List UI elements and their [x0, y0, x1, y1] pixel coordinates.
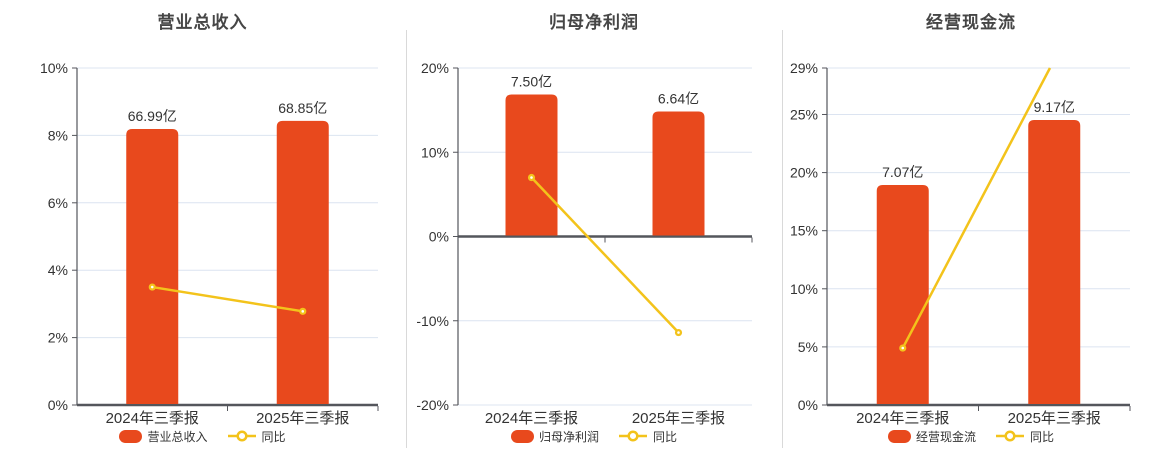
- y-tick-label: 0%: [48, 397, 68, 413]
- legend-line-label: 同比: [261, 429, 286, 444]
- y-tick-label: -10%: [416, 313, 449, 329]
- x-axis-label: 2024年三季报: [484, 410, 579, 427]
- bar-value-label: 7.50亿: [511, 74, 552, 90]
- legend-item-bar[interactable]: 营业总收入: [119, 428, 208, 445]
- bar-2025年三季报[interactable]: [276, 120, 329, 404]
- bar-legend-swatch: [887, 429, 911, 443]
- legend-bar-label: 经营现金流: [915, 429, 976, 444]
- bar-value-label: 66.99亿: [128, 108, 177, 124]
- y-tick-label: -20%: [416, 397, 449, 413]
- y-tick-label: 5%: [798, 339, 818, 355]
- legend-item-line[interactable]: 同比: [227, 428, 286, 445]
- y-tick-label: 29%: [790, 60, 818, 76]
- y-tick-label: 10%: [421, 144, 449, 160]
- panel-operating-cashflow: 经营现金流 29% 25% 20% 15% 10% 5% 0% 7.07亿 9.17亿 2024…: [782, 0, 1160, 450]
- bar-value-label: 9.17亿: [1034, 99, 1075, 115]
- chart-title: 营业总收入: [157, 13, 248, 32]
- legend-item-line[interactable]: 同比: [618, 428, 677, 445]
- bar-value-label: 68.85亿: [278, 100, 327, 116]
- y-tick-label: 10%: [40, 60, 68, 76]
- yoy-point-marker-center: [901, 346, 905, 350]
- yoy-point-marker-center: [677, 331, 680, 334]
- bar-2025年三季报[interactable]: [1028, 119, 1081, 404]
- legend: 营业总收入 同比: [0, 426, 405, 446]
- bar-legend-swatch: [119, 429, 143, 443]
- panel-net-profit: 归母净利润 20% 10% 0% -10% -20% 7.50亿 6.64亿 2024年三季…: [406, 0, 782, 450]
- yoy-point-marker-center: [301, 310, 305, 313]
- x-axis-label: 2025年三季报: [256, 410, 350, 427]
- bar-value-label: 6.64亿: [658, 90, 699, 106]
- yoy-point-marker-center: [150, 285, 154, 289]
- net-profit-plot: 20% 10% 0% -10% -20% 7.50亿 6.64亿: [416, 60, 753, 413]
- bar-2024年三季报[interactable]: [126, 128, 179, 404]
- line-legend-icon: [227, 430, 256, 442]
- panel-operating-revenue: 营业总收入 10% 8% 6% 4% 2% 0% 66.99亿 68.85亿 2024年三季报…: [0, 0, 405, 450]
- y-tick-label: 0%: [429, 229, 449, 245]
- y-tick-label: 20%: [790, 165, 818, 181]
- legend-line-label: 同比: [1030, 429, 1055, 444]
- legend-bar-label: 营业总收入: [147, 429, 208, 444]
- y-tick-label: 4%: [48, 262, 68, 278]
- y-tick-label: 25%: [790, 106, 818, 122]
- x-axis-label: 2025年三季报: [631, 410, 726, 427]
- y-tick-label: 15%: [790, 223, 818, 239]
- bar-value-label: 7.07亿: [882, 164, 923, 180]
- chart-title: 归母净利润: [549, 13, 639, 32]
- panel-divider: [406, 30, 407, 448]
- line-legend-icon: [996, 430, 1024, 442]
- yoy-line: [152, 285, 303, 313]
- x-axis-label: 2025年三季报: [1007, 410, 1101, 427]
- yoy-line: [530, 176, 680, 334]
- legend: 经营现金流 同比: [782, 426, 1160, 446]
- y-tick-label: 6%: [48, 195, 68, 211]
- yoy-point-marker-center: [530, 176, 533, 179]
- bar-2024年三季报[interactable]: [876, 185, 929, 404]
- legend-bar-label: 归母净利润: [538, 429, 599, 444]
- yoy-line: [901, 67, 1052, 349]
- bar-2024年三季报[interactable]: [505, 94, 558, 236]
- y-tick-label: 10%: [790, 281, 818, 297]
- bar-legend-swatch: [510, 429, 534, 443]
- panel-divider: [782, 30, 783, 448]
- x-axis-label: 2024年三季报: [105, 410, 199, 427]
- legend-item-bar[interactable]: 归母净利润: [510, 428, 599, 445]
- bar-2025年三季报[interactable]: [652, 111, 705, 236]
- line-legend-icon: [619, 430, 647, 442]
- y-tick-label: 20%: [421, 60, 449, 76]
- legend-line-label: 同比: [653, 429, 678, 444]
- legend: 归母净利润 同比: [406, 426, 782, 446]
- x-axis-label: 2024年三季报: [856, 410, 950, 427]
- chart-title: 经营现金流: [926, 13, 1016, 32]
- cashflow-plot: 29% 25% 20% 15% 10% 5% 0% 7.07亿 9.17亿: [790, 60, 1131, 413]
- legend-item-bar[interactable]: 经营现金流: [887, 428, 976, 445]
- y-tick-label: 8%: [48, 127, 68, 143]
- legend-item-line[interactable]: 同比: [995, 428, 1054, 445]
- revenue-plot: 10% 8% 6% 4% 2% 0% 66.99亿 68.85亿: [40, 60, 379, 413]
- y-tick-label: 0%: [798, 397, 818, 413]
- y-tick-label: 2%: [48, 330, 68, 346]
